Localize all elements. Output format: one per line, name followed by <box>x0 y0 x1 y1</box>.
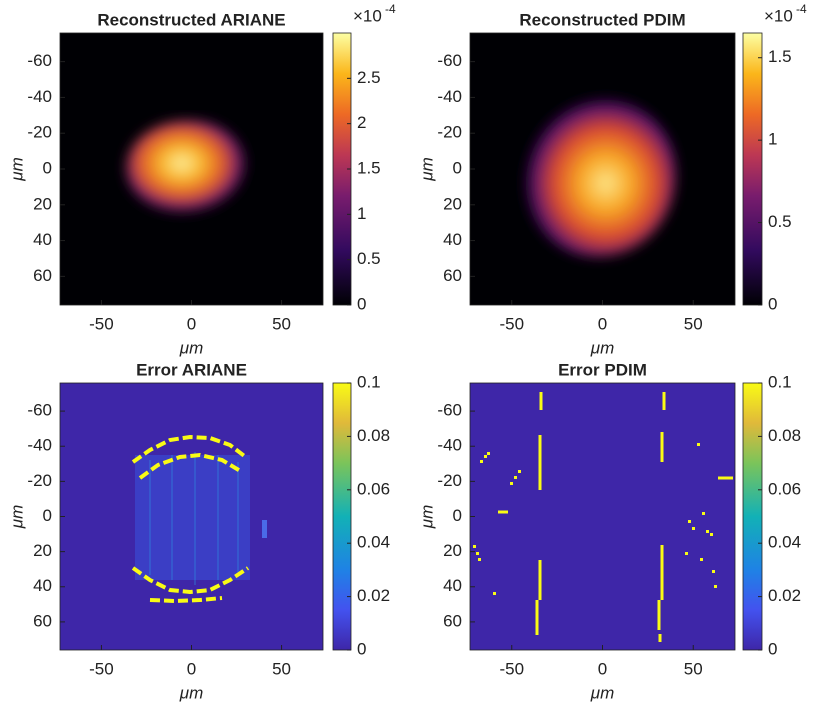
image-error-ariane <box>60 383 323 650</box>
x-axis-label: μm <box>590 338 614 357</box>
colorbar-exponent-power: -4 <box>796 2 807 16</box>
y-tick-label: -40 <box>27 436 52 455</box>
x-tick-label: -50 <box>499 314 524 333</box>
y-tick-label: -20 <box>437 123 462 142</box>
colorbar-tick-label: 0.08 <box>768 426 801 445</box>
colorbar-tick-label: 0.02 <box>768 586 801 605</box>
y-tick-label: -60 <box>437 401 462 420</box>
y-tick-label: 20 <box>33 194 52 213</box>
y-tick-label: 40 <box>443 230 462 249</box>
x-tick-label: -50 <box>89 314 114 333</box>
colorbar-exponent: ×10 <box>764 6 793 25</box>
colorbar-tick-label: 0.06 <box>768 479 801 498</box>
image-error-pdim <box>470 383 735 650</box>
y-tick-label: -20 <box>27 471 52 490</box>
y-tick-label: 60 <box>33 266 52 285</box>
colorbar-tick-label: 0 <box>768 639 777 658</box>
y-tick-label: -40 <box>27 87 52 106</box>
y-tick-label: 60 <box>443 266 462 285</box>
colorbar-tick-label: 0.04 <box>357 533 390 552</box>
y-tick-label: 0 <box>43 506 52 525</box>
y-tick-label: 60 <box>443 611 462 630</box>
x-tick-label: 50 <box>272 314 291 333</box>
y-tick-label: 20 <box>443 541 462 560</box>
x-axis-label: μm <box>179 683 203 702</box>
y-tick-label: 60 <box>33 611 52 630</box>
colorbar-tick-label: 0 <box>357 639 366 658</box>
x-tick-label: 50 <box>684 659 703 678</box>
y-tick-label: 40 <box>443 576 462 595</box>
y-tick-label: -60 <box>27 401 52 420</box>
y-tick-label: -40 <box>437 87 462 106</box>
y-tick-label: -20 <box>27 123 52 142</box>
colorbar-tick-label: 0.02 <box>357 586 390 605</box>
colorbar-exponent-power: -4 <box>385 2 396 16</box>
panel-title: Reconstructed ARIANE <box>97 10 285 29</box>
image-pdim <box>470 33 735 305</box>
y-tick-label: 40 <box>33 230 52 249</box>
colorbar-tick-label: 1.5 <box>357 158 381 177</box>
y-axis-label: μm <box>417 157 436 181</box>
x-tick-label: 50 <box>272 659 291 678</box>
colorbar-tick-label: 2.5 <box>357 68 381 87</box>
colorbar-tick-label: 1 <box>357 204 366 223</box>
colorbar-tick-label: 0.06 <box>357 479 390 498</box>
panel-title: Error PDIM <box>558 360 647 379</box>
colorbar-tick-label: 1.5 <box>768 47 792 66</box>
x-tick-label: 0 <box>598 314 607 333</box>
x-tick-label: 0 <box>598 659 607 678</box>
panel-title: Error ARIANE <box>136 360 247 379</box>
colorbar-tick-label: 0.5 <box>357 249 381 268</box>
y-tick-label: 0 <box>453 506 462 525</box>
image-ariane <box>60 33 323 305</box>
y-tick-label: 0 <box>453 158 462 177</box>
x-axis-label: μm <box>590 683 614 702</box>
colorbar-tick-label: 0.04 <box>768 533 801 552</box>
x-tick-label: -50 <box>89 659 114 678</box>
y-tick-label: 20 <box>33 541 52 560</box>
colorbar-tick-label: 0 <box>357 294 366 313</box>
colorbar-tick-label: 0 <box>768 294 777 313</box>
colorbar-tick-label: 1 <box>768 130 777 149</box>
colorbar-tick-label: 0.5 <box>768 212 792 231</box>
colorbar-tick-label: 2 <box>357 113 366 132</box>
y-tick-label: -20 <box>437 471 462 490</box>
y-axis-label: μm <box>7 157 26 181</box>
y-tick-label: -40 <box>437 436 462 455</box>
x-tick-label: 0 <box>187 314 196 333</box>
colorbar-exponent: ×10 <box>353 6 382 25</box>
y-tick-label: -60 <box>27 51 52 70</box>
colorbar-tick-label: 0.1 <box>768 372 792 391</box>
colorbar <box>332 382 352 651</box>
y-axis-label: μm <box>7 505 26 529</box>
colorbar <box>742 32 763 306</box>
y-tick-label: 20 <box>443 194 462 213</box>
x-tick-label: -50 <box>499 659 524 678</box>
colorbar <box>742 382 763 651</box>
x-axis-label: μm <box>179 338 203 357</box>
colorbar-tick-label: 0.1 <box>357 372 381 391</box>
x-tick-label: 0 <box>187 659 196 678</box>
y-tick-label: 0 <box>43 158 52 177</box>
x-tick-label: 50 <box>684 314 703 333</box>
colorbar-tick-label: 0.08 <box>357 426 390 445</box>
y-tick-label: -60 <box>437 51 462 70</box>
y-tick-label: 40 <box>33 576 52 595</box>
panel-title: Reconstructed PDIM <box>519 10 685 29</box>
y-axis-label: μm <box>417 505 436 529</box>
